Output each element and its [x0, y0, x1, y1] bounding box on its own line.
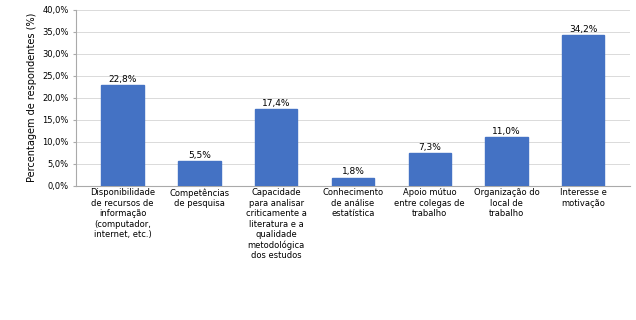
Text: 22,8%: 22,8%	[108, 75, 137, 84]
Bar	[485, 137, 528, 186]
Bar	[409, 154, 451, 186]
Text: 5,5%: 5,5%	[188, 151, 211, 160]
Text: 7,3%: 7,3%	[418, 143, 441, 152]
Text: 11,0%: 11,0%	[492, 127, 521, 136]
Bar	[178, 161, 221, 186]
Text: 34,2%: 34,2%	[569, 25, 598, 34]
Text: 17,4%: 17,4%	[262, 99, 291, 108]
Bar	[332, 178, 374, 186]
Y-axis label: Percentagem de respondentes (%): Percentagem de respondentes (%)	[27, 13, 37, 182]
Bar	[562, 35, 604, 186]
Bar	[102, 85, 144, 186]
Text: 1,8%: 1,8%	[342, 167, 364, 176]
Bar	[255, 109, 297, 186]
